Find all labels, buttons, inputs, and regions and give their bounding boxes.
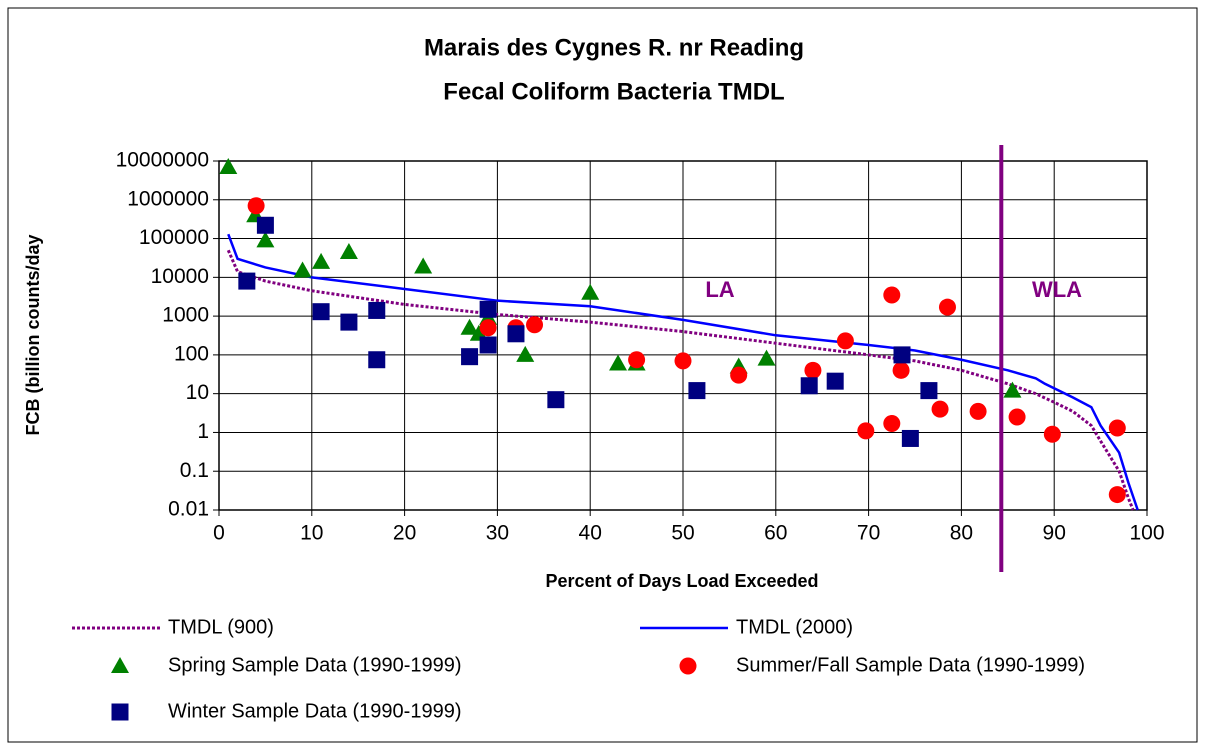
x-tick-label: 30 — [486, 522, 509, 545]
y-tick-label: 1000 — [162, 304, 209, 327]
region-label: WLA — [1032, 277, 1082, 302]
circle-marker — [247, 197, 265, 215]
plot-border — [218, 160, 1148, 511]
y-tick-label: 100 — [174, 342, 209, 365]
square-marker — [479, 336, 497, 354]
circle-marker — [804, 361, 822, 379]
legend-label: TMDL (2000) — [736, 616, 853, 638]
x-tick-label: 0 — [213, 522, 225, 545]
x-tick-label: 40 — [579, 522, 602, 545]
triangle-marker — [460, 318, 479, 335]
y-axis-title: FCB (billion counts/day — [23, 235, 43, 436]
triangle-marker — [1003, 381, 1022, 398]
circle-marker — [931, 400, 949, 418]
circle-marker — [628, 351, 646, 369]
circle-marker — [1108, 486, 1126, 504]
x-tick-label: 90 — [1043, 522, 1066, 545]
line — [226, 249, 1135, 511]
x-tick-label: 10 — [300, 522, 323, 545]
square-marker — [111, 703, 129, 721]
triangle-marker — [581, 283, 600, 300]
triangle-marker — [609, 354, 628, 371]
square-marker — [368, 351, 386, 369]
y-tick-label: 10000000 — [116, 149, 209, 172]
square-marker — [826, 372, 844, 390]
circle-marker — [892, 361, 910, 379]
chart-title: Marais des Cygnes R. nr Reading — [424, 34, 804, 61]
legend-label: TMDL (900) — [168, 616, 274, 638]
triangle-marker — [312, 252, 331, 269]
circle-marker — [479, 319, 497, 337]
y-tick-label: 1000000 — [127, 187, 209, 210]
triangle-marker — [111, 657, 129, 673]
circle-marker — [969, 402, 987, 420]
x-tick-label: 20 — [393, 522, 416, 545]
x-tick-label: 80 — [950, 522, 973, 545]
legend-label: Winter Sample Data (1990-1999) — [168, 700, 461, 722]
square-marker — [920, 382, 938, 400]
y-tick-label: 100000 — [139, 226, 209, 249]
square-marker — [688, 382, 706, 400]
triangle-marker — [256, 231, 275, 248]
x-tick-label: 60 — [764, 522, 787, 545]
square-marker — [800, 377, 818, 395]
triangle-marker — [414, 257, 433, 274]
circle-marker — [679, 657, 697, 675]
y-tick-label: 1 — [197, 420, 209, 443]
circle-marker — [1108, 419, 1126, 437]
y-tick-label: 10 — [186, 381, 209, 404]
square-marker — [901, 429, 919, 447]
circle-marker — [883, 286, 901, 304]
triangle-marker — [757, 349, 776, 366]
circle-marker — [674, 352, 692, 370]
y-tick-label: 10000 — [151, 265, 209, 288]
triangle-marker — [516, 345, 535, 362]
triangle-marker — [293, 261, 312, 278]
y-tick-label: 0.01 — [168, 498, 209, 521]
legend-label: Summer/Fall Sample Data (1990-1999) — [736, 654, 1085, 676]
square-marker — [479, 300, 497, 318]
square-marker — [368, 301, 386, 319]
square-marker — [893, 346, 911, 364]
triangle-marker — [339, 243, 358, 260]
square-marker — [547, 391, 565, 409]
circle-marker — [857, 422, 875, 440]
square-marker — [312, 303, 330, 321]
circle-marker — [938, 298, 956, 316]
x-tick-label: 100 — [1129, 522, 1164, 545]
square-marker — [238, 272, 256, 290]
circle-marker — [1008, 408, 1026, 426]
circle-marker — [836, 332, 854, 350]
square-marker — [461, 348, 479, 366]
square-marker — [507, 325, 525, 343]
square-marker — [340, 313, 358, 331]
plot-area: 0.010.1110100100010000100000100000010000… — [116, 149, 1165, 545]
line — [227, 233, 1139, 511]
circle-marker — [730, 366, 748, 384]
x-tick-label: 70 — [857, 522, 880, 545]
circle-marker — [883, 415, 901, 433]
chart-title: Fecal Coliform Bacteria TMDL — [443, 78, 784, 105]
triangle-marker — [219, 158, 238, 175]
square-marker — [256, 216, 274, 234]
circle-marker — [526, 316, 544, 334]
region-label: LA — [705, 277, 734, 302]
circle-marker — [1043, 425, 1061, 443]
y-tick-label: 0.1 — [180, 459, 209, 482]
x-axis-title: Percent of Days Load Exceeded — [545, 571, 818, 591]
legend-label: Spring Sample Data (1990-1999) — [168, 654, 462, 676]
x-tick-label: 50 — [671, 522, 694, 545]
legend: TMDL (900) TMDL (2000) Spring Sample Data … — [72, 616, 1085, 722]
